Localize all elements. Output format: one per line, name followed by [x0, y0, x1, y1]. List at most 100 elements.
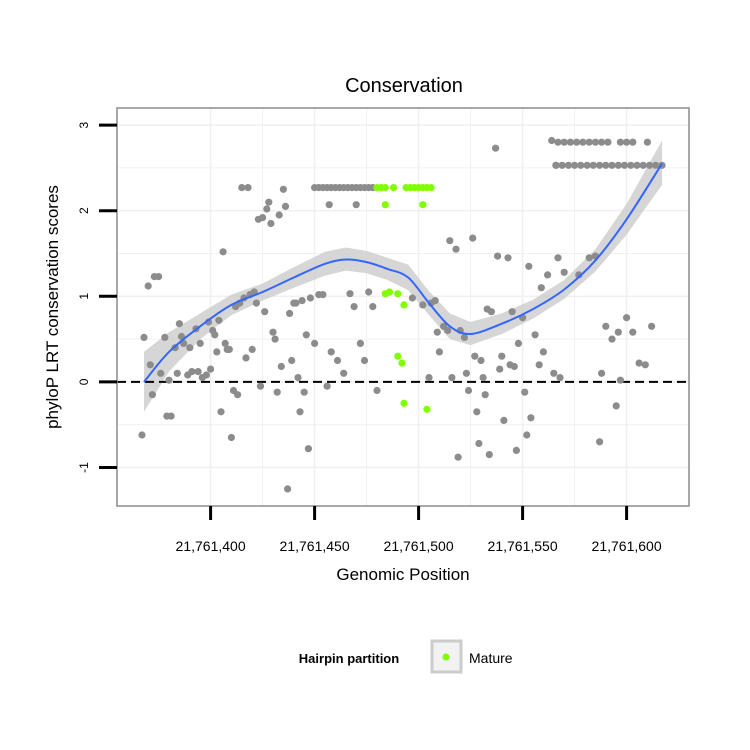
other-point: [448, 374, 456, 382]
mature-point: [394, 290, 402, 298]
other-point: [207, 365, 215, 373]
other-point: [510, 362, 518, 371]
other-point: [221, 339, 229, 347]
mature-point: [427, 184, 435, 192]
grid-lines: [117, 108, 689, 506]
other-point: [275, 211, 283, 219]
other-point: [350, 303, 358, 311]
other-point: [585, 138, 593, 146]
mature-point: [398, 359, 406, 367]
other-point: [281, 202, 290, 210]
other-point: [454, 453, 462, 461]
other-point: [302, 331, 310, 339]
other-point: [446, 237, 454, 245]
chart-title: Conservation: [345, 75, 463, 97]
other-point: [325, 201, 333, 209]
other-point: [471, 352, 479, 360]
other-point: [333, 356, 342, 365]
other-points: [138, 136, 666, 493]
other-point: [433, 328, 441, 336]
other-point: [202, 371, 210, 379]
other-point: [140, 333, 148, 341]
other-point: [452, 245, 460, 253]
other-point: [500, 416, 508, 424]
other-point: [469, 234, 477, 242]
other-point: [556, 374, 564, 382]
other-point: [585, 254, 593, 262]
confidence-ribbon-group: [144, 140, 662, 412]
other-point: [186, 344, 194, 352]
y-tick-label: 0: [77, 378, 91, 385]
other-point: [616, 376, 625, 384]
other-point: [558, 161, 566, 169]
other-point: [527, 414, 535, 422]
other-point: [521, 388, 529, 396]
other-point: [566, 138, 575, 146]
other-point: [643, 138, 652, 146]
other-point: [535, 361, 543, 369]
mature-point: [400, 399, 408, 407]
other-point: [279, 185, 287, 193]
other-point: [225, 345, 233, 353]
other-point: [294, 374, 302, 382]
other-point: [256, 382, 265, 390]
other-point: [327, 348, 335, 356]
other-point: [596, 438, 604, 446]
other-point: [194, 368, 202, 376]
other-point: [564, 161, 573, 169]
other-point: [157, 369, 165, 377]
other-point: [346, 290, 354, 298]
other-point: [560, 138, 568, 146]
x-tick-label: 21,761,450: [280, 538, 350, 554]
other-point: [629, 328, 637, 336]
other-point: [571, 161, 579, 169]
other-point: [271, 335, 279, 343]
mature-point: [419, 201, 427, 209]
other-point: [544, 271, 552, 279]
other-point: [296, 408, 304, 416]
other-point: [352, 201, 360, 209]
other-point: [284, 485, 292, 493]
other-point: [514, 339, 523, 347]
other-point: [261, 308, 269, 316]
other-point: [419, 301, 427, 309]
mature-point: [423, 405, 431, 413]
other-point: [175, 320, 183, 328]
plot-frame: [116, 107, 690, 507]
y-tick-label: -1: [77, 462, 91, 473]
y-axis-label: phyloP LRT conservation scores: [43, 185, 62, 429]
other-point: [356, 339, 364, 347]
other-point: [579, 138, 587, 146]
other-point: [244, 184, 252, 192]
x-tick-label: 21,761,400: [176, 538, 246, 554]
other-point: [523, 431, 531, 439]
other-point: [577, 161, 585, 169]
other-point: [408, 294, 416, 302]
other-point: [598, 138, 606, 146]
other-point: [614, 328, 622, 336]
other-point: [462, 369, 470, 377]
other-point: [286, 309, 294, 317]
other-point: [242, 354, 250, 362]
other-point: [288, 356, 296, 365]
other-point: [369, 303, 377, 311]
other-point: [487, 308, 495, 316]
other-point: [481, 391, 489, 399]
y-tick-label: 1: [77, 293, 91, 300]
other-point: [475, 439, 483, 448]
other-point: [252, 299, 260, 307]
mature-point: [400, 301, 408, 309]
other-point: [269, 328, 277, 336]
other-point: [639, 161, 647, 169]
other-point: [292, 299, 300, 307]
other-point: [539, 348, 548, 356]
x-tick-label: 21,761,600: [592, 538, 662, 554]
legend: Hairpin partition Mature: [299, 639, 513, 674]
other-point: [629, 138, 637, 146]
other-point: [425, 374, 433, 382]
other-point: [273, 388, 281, 396]
y-axis: -1 0 1 2 3: [77, 121, 117, 473]
other-point: [146, 361, 154, 369]
other-point: [365, 288, 373, 296]
